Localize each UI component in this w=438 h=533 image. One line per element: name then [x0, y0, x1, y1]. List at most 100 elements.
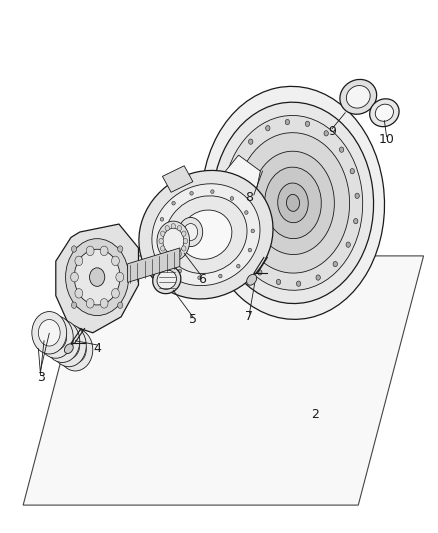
Ellipse shape [159, 238, 163, 244]
Ellipse shape [161, 231, 165, 236]
Polygon shape [212, 155, 260, 224]
Ellipse shape [184, 223, 198, 240]
Ellipse shape [75, 288, 83, 298]
Ellipse shape [375, 104, 393, 122]
Ellipse shape [278, 183, 308, 223]
Ellipse shape [190, 191, 193, 195]
Ellipse shape [86, 246, 94, 256]
Ellipse shape [74, 249, 120, 305]
Ellipse shape [163, 228, 184, 254]
Ellipse shape [248, 248, 252, 252]
Ellipse shape [71, 246, 77, 252]
Ellipse shape [66, 239, 129, 316]
Ellipse shape [182, 231, 186, 236]
Ellipse shape [165, 251, 170, 256]
Text: 2: 2 [311, 408, 319, 422]
Ellipse shape [182, 246, 186, 251]
Ellipse shape [180, 210, 232, 260]
Ellipse shape [75, 256, 83, 265]
Ellipse shape [100, 298, 108, 308]
Ellipse shape [45, 324, 67, 350]
Ellipse shape [340, 79, 377, 114]
Ellipse shape [89, 268, 105, 286]
Ellipse shape [265, 167, 321, 239]
Ellipse shape [244, 211, 248, 214]
Ellipse shape [165, 225, 170, 231]
Ellipse shape [226, 207, 231, 213]
Ellipse shape [64, 336, 86, 363]
Ellipse shape [71, 302, 77, 309]
Ellipse shape [333, 262, 337, 266]
Polygon shape [127, 248, 180, 282]
Ellipse shape [177, 225, 182, 231]
Ellipse shape [211, 190, 214, 193]
Ellipse shape [212, 102, 374, 303]
Ellipse shape [370, 99, 399, 127]
Ellipse shape [184, 238, 187, 244]
Ellipse shape [179, 217, 203, 247]
Ellipse shape [248, 139, 253, 144]
Ellipse shape [297, 281, 301, 286]
Ellipse shape [230, 197, 234, 200]
Ellipse shape [161, 246, 165, 251]
Ellipse shape [353, 219, 358, 224]
Ellipse shape [39, 316, 73, 358]
Ellipse shape [165, 196, 247, 273]
Ellipse shape [346, 86, 370, 108]
Ellipse shape [346, 242, 350, 247]
Ellipse shape [116, 272, 124, 282]
Ellipse shape [51, 328, 73, 354]
Ellipse shape [160, 217, 164, 221]
Ellipse shape [112, 256, 120, 265]
Ellipse shape [339, 147, 344, 152]
Ellipse shape [58, 332, 80, 359]
Ellipse shape [157, 221, 190, 261]
Ellipse shape [237, 264, 240, 268]
Ellipse shape [178, 269, 182, 273]
Ellipse shape [164, 255, 167, 259]
Ellipse shape [118, 246, 123, 252]
Ellipse shape [157, 237, 161, 240]
Polygon shape [162, 166, 193, 192]
Ellipse shape [350, 168, 354, 174]
Ellipse shape [71, 272, 78, 282]
Ellipse shape [51, 324, 86, 367]
Text: 6: 6 [198, 273, 205, 286]
Ellipse shape [172, 201, 175, 205]
Ellipse shape [64, 344, 73, 353]
Ellipse shape [251, 229, 254, 233]
Text: 7: 7 [245, 310, 254, 324]
Text: 5: 5 [189, 313, 197, 326]
Ellipse shape [247, 274, 257, 285]
Ellipse shape [228, 182, 233, 187]
Ellipse shape [251, 151, 334, 255]
Ellipse shape [316, 275, 320, 280]
Ellipse shape [242, 254, 247, 259]
Polygon shape [23, 256, 424, 505]
Ellipse shape [32, 312, 67, 354]
Ellipse shape [112, 288, 120, 298]
Ellipse shape [265, 126, 270, 131]
Ellipse shape [171, 253, 176, 259]
Ellipse shape [39, 319, 60, 346]
Ellipse shape [219, 274, 222, 278]
Text: 10: 10 [378, 133, 395, 146]
Ellipse shape [118, 302, 123, 309]
Text: 3: 3 [37, 372, 45, 384]
Ellipse shape [201, 86, 385, 319]
Ellipse shape [58, 328, 93, 371]
Ellipse shape [139, 171, 273, 299]
Ellipse shape [324, 131, 328, 136]
Ellipse shape [86, 298, 94, 308]
Ellipse shape [153, 266, 181, 294]
Text: 9: 9 [328, 125, 336, 138]
Ellipse shape [45, 320, 80, 362]
Ellipse shape [286, 195, 300, 212]
Ellipse shape [171, 223, 176, 229]
Ellipse shape [223, 116, 363, 290]
Ellipse shape [232, 232, 236, 237]
Text: 8: 8 [245, 191, 254, 204]
Ellipse shape [100, 246, 108, 256]
Ellipse shape [276, 279, 281, 285]
Ellipse shape [285, 119, 290, 125]
